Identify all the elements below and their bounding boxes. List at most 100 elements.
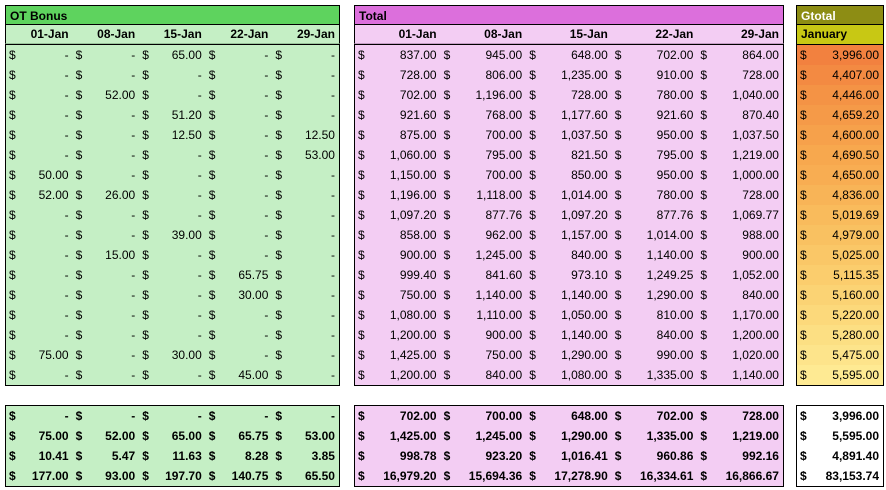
table-cell[interactable]: $ -	[139, 245, 206, 265]
column-header[interactable]: 22-Jan	[230, 27, 269, 41]
table-cell[interactable]: $1,097.20	[355, 205, 441, 225]
table-cell[interactable]: $12.50	[272, 125, 339, 145]
table-cell[interactable]: $ -	[272, 65, 339, 85]
table-cell[interactable]: $877.76	[612, 205, 698, 225]
table-cell[interactable]: $16,866.67	[697, 466, 783, 486]
table-cell[interactable]: $ -	[272, 165, 339, 185]
table-cell[interactable]: $1,150.00	[355, 165, 441, 185]
table-cell[interactable]: $4,979.00	[797, 225, 883, 245]
table-cell[interactable]: $910.00	[612, 65, 698, 85]
table-cell[interactable]: $5,475.00	[797, 345, 883, 365]
ot-bonus-title[interactable]: OT Bonus	[5, 5, 340, 25]
table-cell[interactable]: $864.00	[697, 45, 783, 65]
table-cell[interactable]: $ -	[73, 305, 140, 325]
table-cell[interactable]: $750.00	[355, 285, 441, 305]
table-cell[interactable]: $728.00	[526, 85, 612, 105]
table-cell[interactable]: $ -	[139, 305, 206, 325]
table-cell[interactable]: $1,196.00	[355, 185, 441, 205]
table-cell[interactable]: $ -	[6, 406, 73, 426]
table-cell[interactable]: $4,600.00	[797, 125, 883, 145]
table-cell[interactable]: $1,050.00	[526, 305, 612, 325]
table-cell[interactable]: $ -	[139, 406, 206, 426]
table-cell[interactable]: $ -	[139, 325, 206, 345]
column-header[interactable]: 29-Jan	[296, 27, 335, 41]
table-cell[interactable]: $5,220.00	[797, 305, 883, 325]
table-cell[interactable]: $ -	[206, 205, 273, 225]
column-header[interactable]: 01-Jan	[398, 27, 437, 41]
table-cell[interactable]: $870.40	[697, 105, 783, 125]
table-cell[interactable]: $ -	[6, 125, 73, 145]
table-cell[interactable]: $810.00	[612, 305, 698, 325]
table-cell[interactable]: $950.00	[612, 165, 698, 185]
table-cell[interactable]: $1,052.00	[697, 265, 783, 285]
table-cell[interactable]: $ -	[206, 105, 273, 125]
table-cell[interactable]: $65.00	[139, 426, 206, 446]
table-cell[interactable]: $ -	[6, 45, 73, 65]
table-cell[interactable]: $5,025.00	[797, 245, 883, 265]
table-cell[interactable]: $780.00	[612, 185, 698, 205]
table-cell[interactable]: $1,140.00	[526, 285, 612, 305]
table-cell[interactable]: $768.00	[441, 105, 527, 125]
table-cell[interactable]: $700.00	[441, 406, 527, 426]
table-cell[interactable]: $900.00	[697, 245, 783, 265]
table-cell[interactable]: $1,118.00	[441, 185, 527, 205]
table-cell[interactable]: $1,245.00	[441, 426, 527, 446]
table-cell[interactable]: $52.00	[73, 85, 140, 105]
table-cell[interactable]: $5.47	[73, 446, 140, 466]
table-cell[interactable]: $39.00	[139, 225, 206, 245]
table-cell[interactable]: $1,140.00	[612, 245, 698, 265]
table-cell[interactable]: $ -	[73, 345, 140, 365]
table-cell[interactable]: $3,996.00	[797, 45, 883, 65]
table-cell[interactable]: $1,020.00	[697, 345, 783, 365]
table-cell[interactable]: $26.00	[73, 185, 140, 205]
table-cell[interactable]: $ -	[139, 185, 206, 205]
table-cell[interactable]: $ -	[6, 105, 73, 125]
table-cell[interactable]: $999.40	[355, 265, 441, 285]
table-cell[interactable]: $45.00	[206, 365, 273, 385]
table-cell[interactable]: $837.00	[355, 45, 441, 65]
table-cell[interactable]: $877.76	[441, 205, 527, 225]
table-cell[interactable]: $65.50	[272, 466, 339, 486]
table-cell[interactable]: $4,407.00	[797, 65, 883, 85]
table-cell[interactable]: $702.00	[355, 406, 441, 426]
table-cell[interactable]: $1,170.00	[697, 305, 783, 325]
table-cell[interactable]: $1,140.00	[697, 365, 783, 385]
table-cell[interactable]: $973.10	[526, 265, 612, 285]
table-cell[interactable]: $1,014.00	[526, 185, 612, 205]
column-header[interactable]: 22-Jan	[655, 27, 694, 41]
table-cell[interactable]: $ -	[206, 225, 273, 245]
table-cell[interactable]: $1,069.77	[697, 205, 783, 225]
table-cell[interactable]: $52.00	[6, 185, 73, 205]
table-cell[interactable]: $1,290.00	[526, 426, 612, 446]
table-cell[interactable]: $ -	[272, 245, 339, 265]
table-cell[interactable]: $1,200.00	[355, 365, 441, 385]
table-cell[interactable]: $75.00	[6, 345, 73, 365]
table-cell[interactable]: $1,290.00	[612, 285, 698, 305]
table-cell[interactable]: $ -	[6, 305, 73, 325]
table-cell[interactable]: $702.00	[612, 45, 698, 65]
table-cell[interactable]: $840.00	[697, 285, 783, 305]
table-cell[interactable]: $ -	[73, 205, 140, 225]
table-cell[interactable]: $ -	[73, 265, 140, 285]
table-cell[interactable]: $8.28	[206, 446, 273, 466]
table-cell[interactable]: $ -	[73, 165, 140, 185]
table-cell[interactable]: $ -	[272, 225, 339, 245]
table-cell[interactable]: $1,200.00	[697, 325, 783, 345]
table-cell[interactable]: $960.86	[612, 446, 698, 466]
table-cell[interactable]: $1,037.50	[526, 125, 612, 145]
table-cell[interactable]: $ -	[206, 185, 273, 205]
table-cell[interactable]: $30.00	[206, 285, 273, 305]
table-cell[interactable]: $ -	[6, 85, 73, 105]
table-cell[interactable]: $ -	[272, 45, 339, 65]
table-cell[interactable]: $50.00	[6, 165, 73, 185]
total-title[interactable]: Total	[354, 5, 784, 25]
table-cell[interactable]: $1,080.00	[355, 305, 441, 325]
table-cell[interactable]: $ -	[6, 365, 73, 385]
table-cell[interactable]: $1,140.00	[526, 325, 612, 345]
column-header[interactable]: 08-Jan	[484, 27, 523, 41]
table-cell[interactable]: $988.00	[697, 225, 783, 245]
table-cell[interactable]: $ -	[206, 305, 273, 325]
table-cell[interactable]: $ -	[73, 145, 140, 165]
table-cell[interactable]: $93.00	[73, 466, 140, 486]
table-cell[interactable]: $ -	[73, 125, 140, 145]
